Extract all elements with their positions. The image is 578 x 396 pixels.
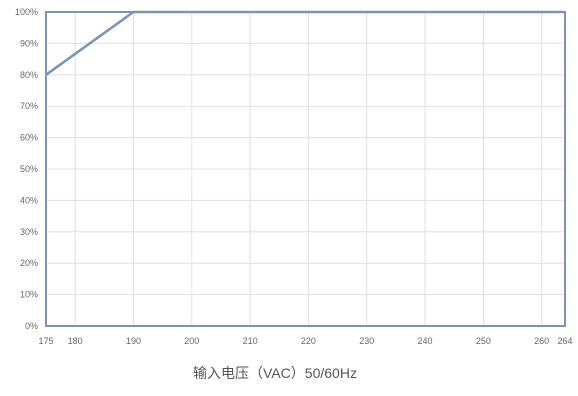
y-tick-label: 50%	[20, 164, 38, 174]
y-tick-label: 40%	[20, 195, 38, 205]
y-tick-label: 20%	[20, 258, 38, 268]
x-tick-labels: 175 180 190 200 210 220 230 240 250 260 264	[38, 336, 572, 346]
x-tick-label: 230	[359, 336, 374, 346]
y-tick-label: 100%	[15, 7, 38, 17]
y-tick-label: 80%	[20, 70, 38, 80]
y-tick-label: 70%	[20, 101, 38, 111]
y-tick-label: 60%	[20, 133, 38, 143]
x-tick-label: 175	[38, 336, 53, 346]
x-tick-label: 260	[534, 336, 549, 346]
grid-layer	[46, 12, 565, 326]
x-tick-label: 190	[126, 336, 141, 346]
x-tick-label: 240	[418, 336, 433, 346]
x-axis-title: 输入电压（VAC）50/60Hz	[193, 365, 357, 381]
x-tick-label: 210	[243, 336, 258, 346]
x-tick-label: 220	[301, 336, 316, 346]
y-tick-labels: 0% 10% 20% 30% 40% 50% 60% 70% 80% 90% 100%	[15, 7, 38, 331]
x-tick-label: 180	[68, 336, 83, 346]
y-tick-label: 10%	[20, 290, 38, 300]
y-tick-label: 90%	[20, 38, 38, 48]
x-tick-label: 200	[184, 336, 199, 346]
x-tick-label: 264	[557, 336, 572, 346]
y-tick-label: 0%	[25, 321, 38, 331]
x-tick-label: 250	[476, 336, 491, 346]
y-tick-label: 30%	[20, 227, 38, 237]
